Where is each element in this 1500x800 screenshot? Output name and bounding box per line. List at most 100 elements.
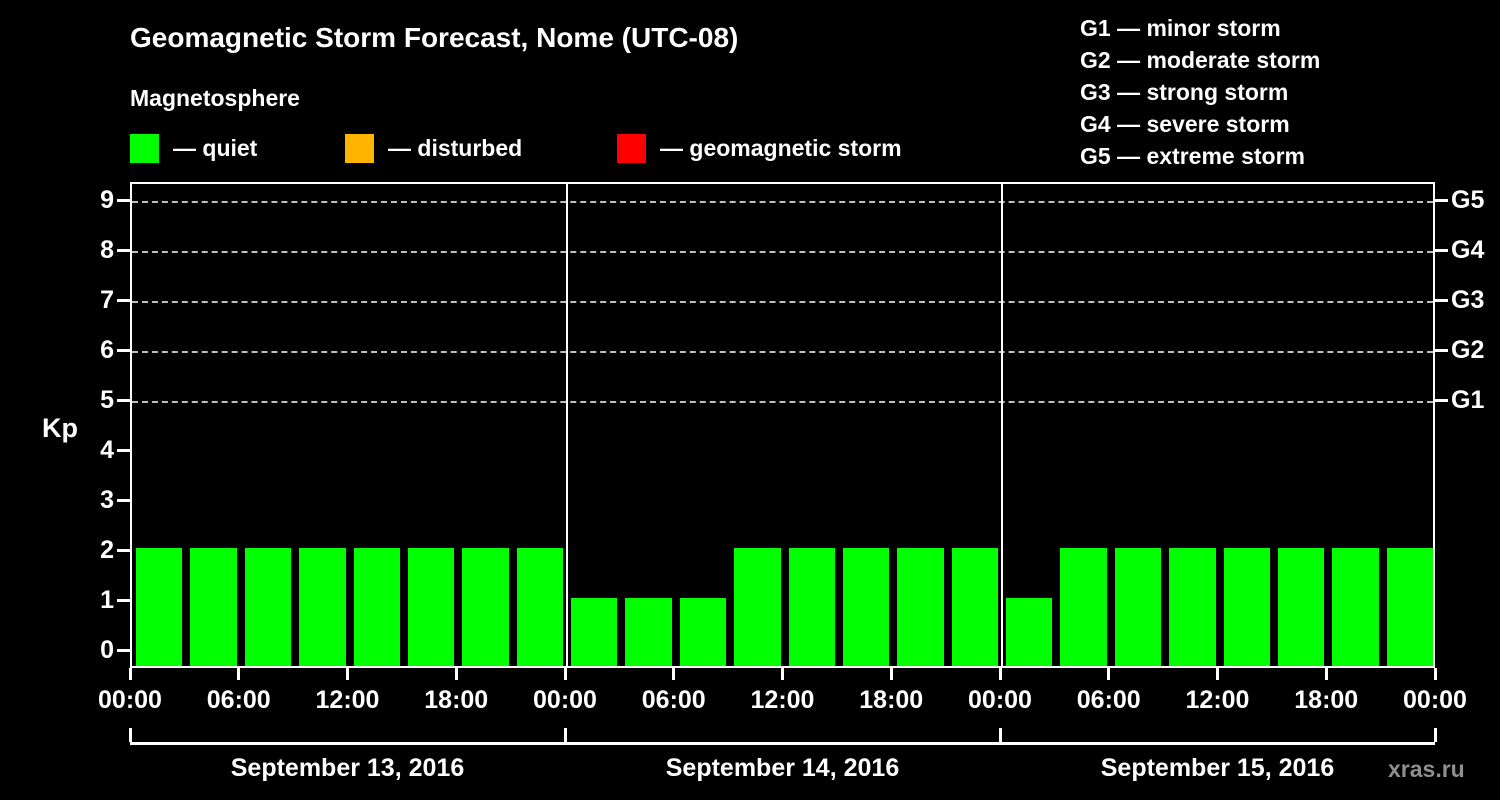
kp-bar	[1006, 598, 1053, 666]
gridline-kp6	[132, 351, 1433, 353]
x-tick-label: 18:00	[1294, 686, 1359, 714]
y-tick	[117, 549, 130, 552]
x-tick-label: 06:00	[206, 686, 271, 714]
g3-legend-line: G3 — strong storm	[1080, 79, 1289, 105]
g-tick	[1435, 199, 1448, 202]
kp-bar	[407, 548, 455, 666]
g-tick	[1435, 399, 1448, 402]
kp-bar	[1332, 548, 1379, 666]
day-separator	[1001, 184, 1003, 666]
y-tick-label: 1	[100, 586, 114, 614]
date-axis-tick	[1434, 728, 1437, 742]
x-tick	[781, 668, 784, 680]
g-tick	[1435, 249, 1448, 252]
y-tick-label: 4	[100, 436, 114, 464]
x-tick-label: 12:00	[315, 686, 380, 714]
xras-watermark-link[interactable]: xras.ru	[1388, 756, 1465, 782]
kp-bar	[1386, 548, 1433, 666]
x-tick-label: 00:00	[1403, 686, 1467, 714]
storm-label: — geomagnetic storm	[660, 134, 902, 161]
x-tick	[1433, 668, 1437, 680]
kp-bar	[897, 548, 944, 666]
g4-legend-line: G4 — severe storm	[1080, 111, 1290, 137]
kp-bar	[842, 548, 890, 666]
g2-legend-line: G2 — moderate storm	[1080, 47, 1321, 73]
x-tick	[998, 668, 1002, 680]
g5-legend-line: G5 — extreme storm	[1080, 143, 1305, 169]
date-axis-tick	[564, 728, 567, 742]
g-axis-label: G2	[1451, 336, 1485, 364]
y-tick-label: 7	[100, 286, 114, 314]
g-axis-label: G5	[1451, 186, 1485, 214]
x-tick-label: 00:00	[98, 686, 162, 714]
kp-bar	[244, 548, 292, 666]
y-axis-title: Kp	[42, 413, 78, 443]
g-axis-label: G4	[1451, 236, 1485, 264]
date-label: September 15, 2016	[1100, 754, 1335, 782]
x-tick-label: 06:00	[641, 686, 706, 714]
disturbed-label: — disturbed	[388, 134, 523, 161]
kp-bar	[734, 548, 781, 666]
x-tick-label: 00:00	[533, 686, 597, 714]
gridline-kp5	[132, 401, 1433, 403]
g-scale-legend: G1 — minor storm G2 — moderate storm G3 …	[1080, 12, 1320, 172]
kp-bar	[788, 548, 835, 666]
x-tick	[237, 668, 241, 680]
g1-legend-line: G1 — minor storm	[1080, 15, 1281, 41]
y-tick	[117, 249, 130, 252]
kp-bar	[136, 548, 183, 666]
g-tick	[1435, 349, 1448, 352]
y-tick-label: 0	[100, 636, 114, 664]
kp-bar	[1169, 548, 1216, 666]
date-axis-line	[130, 742, 1435, 745]
x-tick	[563, 668, 567, 680]
chart-title: Geomagnetic Storm Forecast, Nome (UTC-08…	[130, 22, 739, 53]
gridline-kp7	[132, 301, 1433, 303]
legend-item-storm: — geomagnetic storm	[617, 133, 902, 163]
y-tick	[117, 299, 130, 302]
y-tick	[117, 499, 130, 502]
kp-bar	[571, 598, 618, 666]
gridline-kp9	[132, 201, 1433, 203]
y-tick-label: 6	[100, 336, 114, 364]
x-tick-label: 12:00	[1185, 686, 1250, 714]
date-label: September 13, 2016	[230, 754, 465, 782]
legend-item-quiet: — quiet	[130, 133, 257, 163]
x-tick	[672, 668, 676, 680]
kp-bar	[353, 548, 400, 666]
disturbed-swatch-icon	[345, 133, 374, 163]
storm-swatch-icon	[617, 133, 646, 163]
date-label: September 14, 2016	[665, 754, 900, 782]
plot-area	[130, 182, 1435, 668]
x-tick	[889, 668, 893, 680]
x-tick	[128, 668, 132, 680]
x-tick	[1324, 668, 1328, 680]
x-tick-label: 06:00	[1076, 686, 1141, 714]
y-tick	[117, 399, 130, 402]
x-tick	[1107, 668, 1111, 680]
kp-bar	[190, 548, 237, 666]
magnetosphere-label: Magnetosphere	[130, 85, 300, 111]
gridline-kp8	[132, 251, 1433, 253]
date-axis-tick	[129, 728, 132, 742]
x-tick-label: 18:00	[424, 686, 489, 714]
kp-bar	[679, 598, 727, 666]
kp-bar	[299, 548, 346, 666]
g-tick	[1435, 299, 1448, 302]
kp-bar	[625, 598, 672, 666]
x-tick	[346, 668, 349, 680]
kp-bar	[951, 548, 998, 666]
y-tick-label: 5	[100, 386, 114, 414]
x-tick-label: 18:00	[859, 686, 924, 714]
x-tick-label: 00:00	[968, 686, 1032, 714]
day-separator	[566, 184, 568, 666]
y-tick-label: 8	[100, 236, 114, 264]
x-tick-label: 12:00	[750, 686, 815, 714]
kp-bar	[1277, 548, 1325, 666]
y-tick-label: 3	[100, 486, 114, 514]
kp-bar	[1060, 548, 1107, 666]
quiet-label: — quiet	[173, 134, 258, 161]
kp-bar	[462, 548, 509, 666]
x-tick	[1216, 668, 1219, 680]
